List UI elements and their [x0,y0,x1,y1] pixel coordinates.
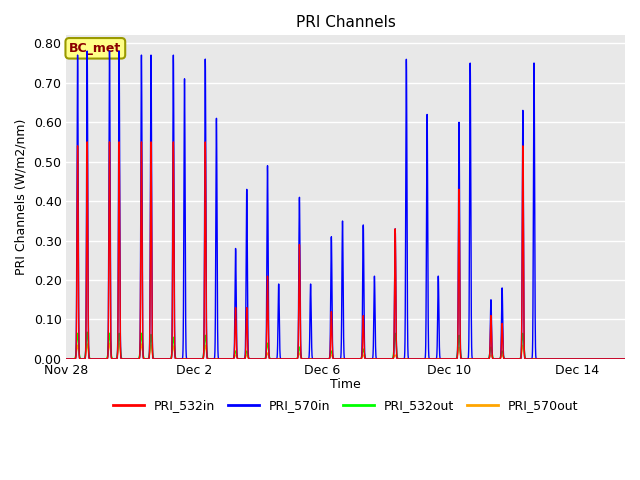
X-axis label: Time: Time [330,378,361,391]
Title: PRI Channels: PRI Channels [296,15,396,30]
Text: BC_met: BC_met [69,42,122,55]
Legend: PRI_532in, PRI_570in, PRI_532out, PRI_570out: PRI_532in, PRI_570in, PRI_532out, PRI_57… [108,395,584,418]
Y-axis label: PRI Channels (W/m2/nm): PRI Channels (W/m2/nm) [15,119,28,276]
